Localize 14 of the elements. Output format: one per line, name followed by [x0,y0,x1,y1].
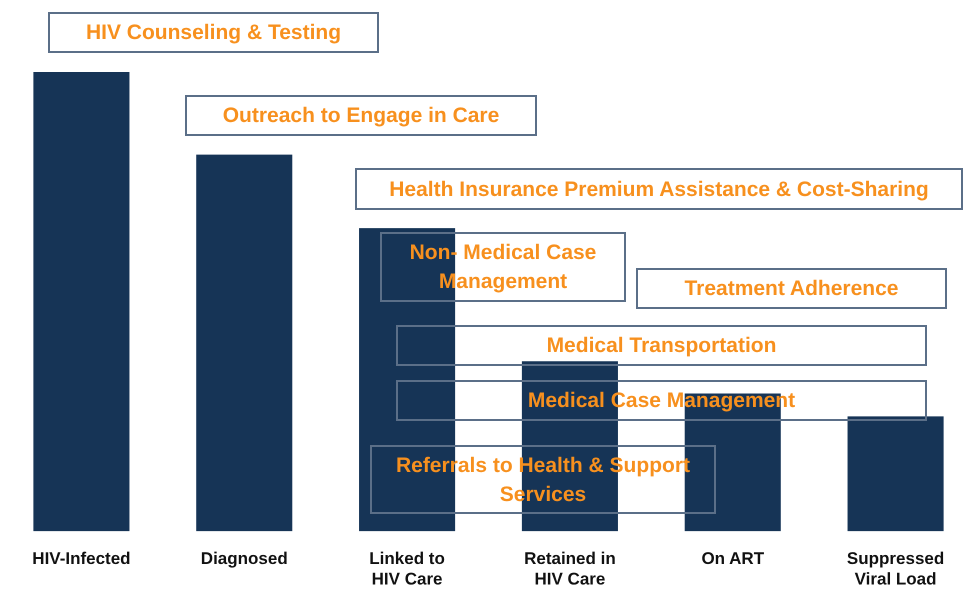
x-tick-label: Linked to HIV Care [369,549,445,588]
annotation: Health Insurance Premium Assistance & Cost-Sharing [355,168,963,210]
x-tick-label: On ART [701,549,765,568]
x-tick-label: Suppressed Viral Load [846,549,944,588]
text: HIV Counseling & Testing [48,12,379,53]
annotation: Outreach to Engage in Care [185,95,537,136]
x-tick-label: HIV-Infected [32,549,131,568]
annotation: Medical Transportation [396,325,927,366]
bar [33,72,130,532]
bar [848,416,944,532]
x-tick-label: Retained in HIV Care [524,549,616,588]
x-tick-label: Diagnosed [200,549,288,568]
bar [196,154,292,532]
annotation: Treatment Adherence [636,268,947,309]
